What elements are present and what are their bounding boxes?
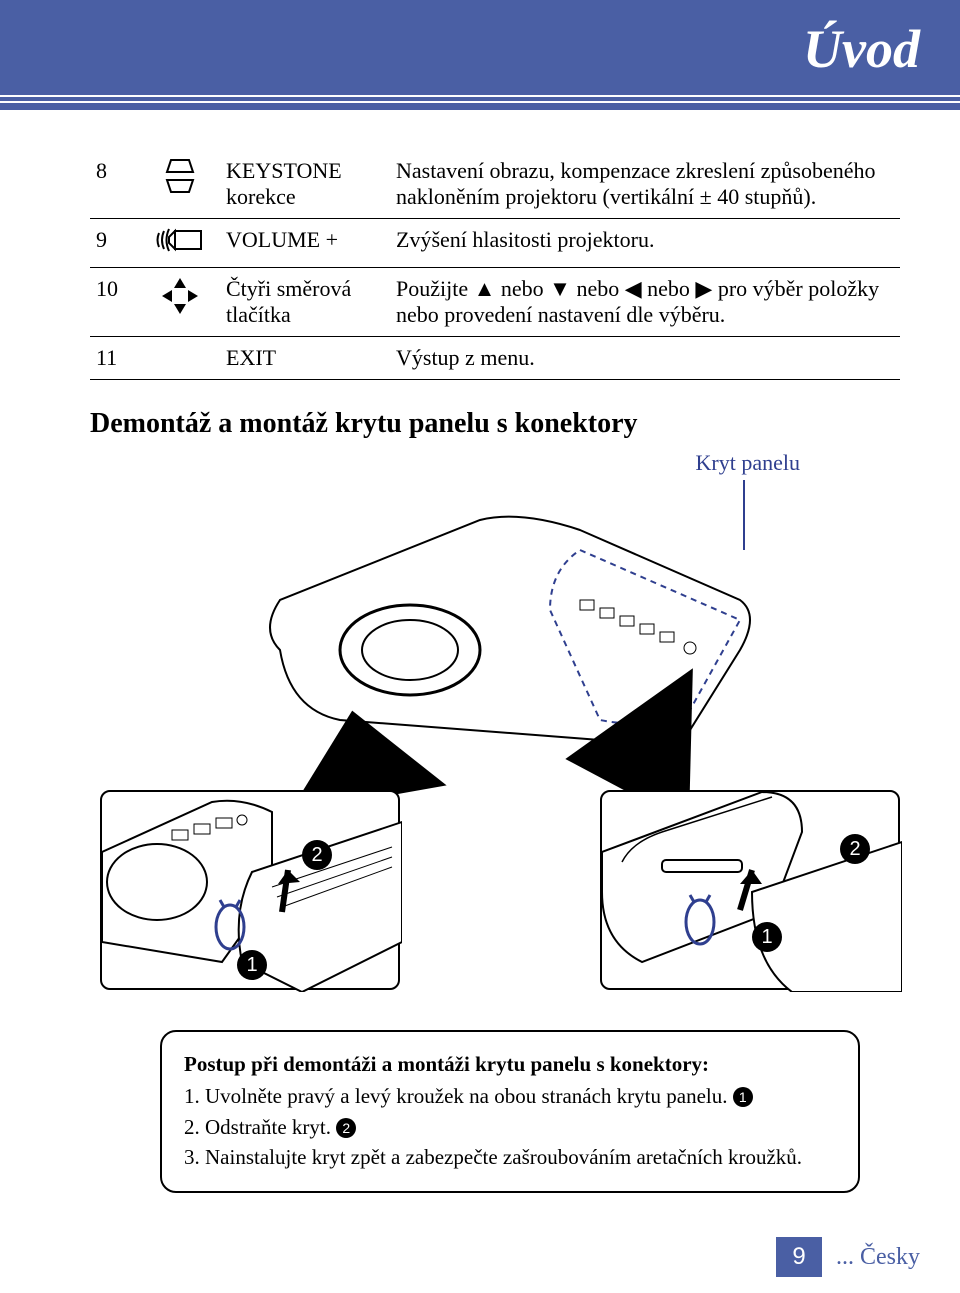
volume-icon — [140, 219, 220, 268]
item-text: Odstraňte kryt. — [205, 1115, 331, 1139]
arrow-up-icon: ▲ — [474, 276, 496, 301]
keystone-icon — [140, 150, 220, 219]
row-number: 11 — [90, 337, 140, 380]
row-number: 8 — [90, 150, 140, 219]
callout-badge-2: 2 — [302, 840, 332, 870]
ref-badge-2: 2 — [336, 1118, 356, 1138]
or-text: nebo — [495, 276, 549, 301]
diagram-area: Kryt panelu — [90, 450, 910, 1010]
language-label: ... Česky — [836, 1244, 920, 1271]
row-desc: Zvýšení hlasitosti projektoru. — [390, 219, 900, 268]
desc-pre: Použijte — [396, 276, 474, 301]
arrow-left-icon: ◀ — [625, 276, 642, 301]
item-num: 2. — [184, 1115, 200, 1139]
panel-cover-label: Kryt panelu — [696, 450, 800, 476]
table-row: 11 EXIT Výstup z menu. — [90, 337, 900, 380]
instructions-title: Postup při demontáži a montáži krytu pan… — [184, 1050, 836, 1078]
table-row: 8 KEYSTONE korekce Nastavení obrazu, kom… — [90, 150, 900, 219]
row-name: KEYSTONE korekce — [220, 150, 390, 219]
header-rule-1 — [0, 95, 960, 97]
item-text: Nainstalujte kryt zpět a zabezpečte zašr… — [205, 1145, 802, 1169]
zoom-detail-right: 2 1 — [600, 790, 900, 990]
row-desc: Použijte ▲ nebo ▼ nebo ◀ nebo ▶ pro výbě… — [390, 268, 900, 337]
zoom-detail-left: 2 1 — [100, 790, 400, 990]
item-num: 3. — [184, 1145, 200, 1169]
instruction-item: 2. Odstraňte kryt. 2 — [184, 1113, 836, 1141]
instructions-list: 1 1. Uvolněte pravý a levý kroužek na ob… — [184, 1082, 836, 1171]
empty-icon — [140, 337, 220, 380]
callout-badge-1: 1 — [752, 922, 782, 952]
item-text: Uvolněte pravý a levý kroužek na obou st… — [205, 1084, 728, 1108]
dpad-icon — [140, 268, 220, 337]
section-heading: Demontáž a montáž krytu panelu s konekto… — [90, 408, 900, 440]
ref-badge-1: 1 — [733, 1087, 753, 1107]
spec-table: 8 KEYSTONE korekce Nastavení obrazu, kom… — [90, 150, 900, 380]
arrow-right-icon: ▶ — [695, 276, 712, 301]
table-row: 10 Čtyři směrová tlačítka Použijte ▲ neb… — [90, 268, 900, 337]
row-number: 10 — [90, 268, 140, 337]
zoom-right-svg — [602, 792, 902, 992]
page-footer: 9 ... Česky — [776, 1237, 920, 1277]
page-title: Úvod — [803, 18, 920, 80]
instructions-box: Postup při demontáži a montáži krytu pan… — [160, 1030, 860, 1193]
row-name: Čtyři směrová tlačítka — [220, 268, 390, 337]
row-name: EXIT — [220, 337, 390, 380]
instruction-item: 3. Nainstalujte kryt zpět a zabezpečte z… — [184, 1143, 836, 1171]
row-desc: Výstup z menu. — [390, 337, 900, 380]
table-row: 9 VOLUME + Zvýšení hlasitosti projektoru… — [90, 219, 900, 268]
page-header: Úvod — [0, 0, 960, 110]
row-number: 9 — [90, 219, 140, 268]
header-rule-2 — [0, 101, 960, 103]
item-num: 1. — [184, 1084, 200, 1108]
callout-badge-2: 2 — [840, 834, 870, 864]
or-text: nebo — [571, 276, 625, 301]
row-desc: Nastavení obrazu, kompenzace zkreslení z… — [390, 150, 900, 219]
row-name: VOLUME + — [220, 219, 390, 268]
callout-badge-1: 1 — [237, 950, 267, 980]
instruction-item: 1 1. Uvolněte pravý a levý kroužek na ob… — [184, 1082, 836, 1110]
arrow-down-icon: ▼ — [549, 276, 571, 301]
or-text: nebo — [642, 276, 696, 301]
page-number: 9 — [776, 1237, 822, 1277]
content-area: 8 KEYSTONE korekce Nastavení obrazu, kom… — [0, 110, 960, 1193]
